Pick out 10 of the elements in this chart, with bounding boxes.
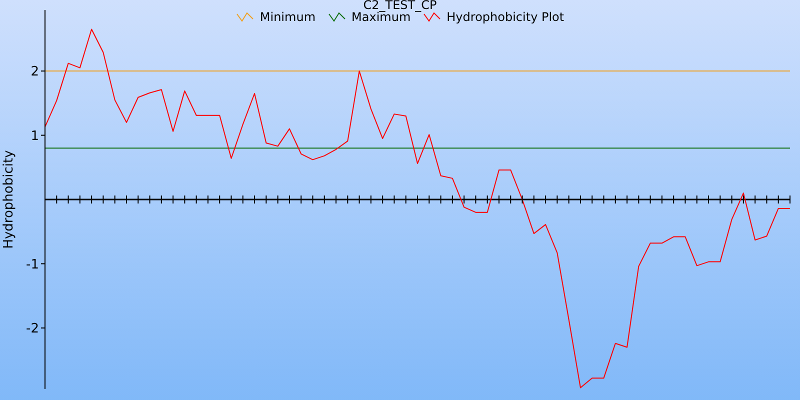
y-axis-title: Hydrophobicity	[2, 150, 17, 249]
legend-label: Maximum	[352, 10, 411, 24]
chart-title: C2_TEST_CP	[363, 0, 437, 12]
legend-label: Minimum	[260, 10, 316, 24]
y-tick-label: 1	[30, 128, 39, 144]
legend-label: Hydrophobicity Plot	[446, 10, 564, 24]
line-series	[44, 28, 790, 388]
y-tick-label: -1	[26, 257, 39, 272]
y-tick-label: -2	[26, 322, 39, 337]
y-tick-label: 2	[30, 64, 39, 80]
